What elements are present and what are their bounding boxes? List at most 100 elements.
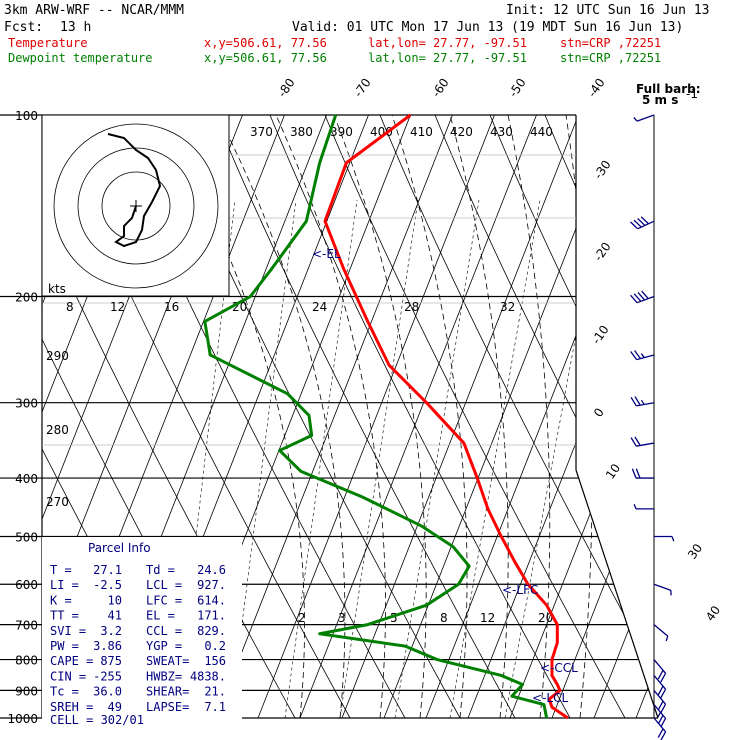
mixing-ratio-lower-label: 3 (338, 611, 346, 625)
wind-barb (636, 295, 655, 304)
theta-e-label: 440 (530, 125, 553, 139)
wind-barb-flag (657, 711, 662, 717)
parcel-info-value: 3.2 (100, 624, 122, 638)
frame-diagonal (575, 469, 659, 719)
theta-e-label: 370 (250, 125, 273, 139)
legend-dewpoint-xy: x,y=506.61, 77.56 (204, 51, 327, 65)
moist-adiabat-line (565, 115, 593, 718)
parcel-info-value: YGP = (146, 639, 182, 653)
fcst-label: Fcst: (4, 20, 43, 35)
dewpoint-trace (203, 114, 549, 719)
wind-barb (653, 624, 669, 637)
legend-temperature-latlon: lat,lon= 27.77, -97.51 (368, 36, 527, 50)
mixing-ratio-label: 12 (110, 300, 125, 314)
parcel-info-value: TT = (50, 609, 79, 623)
parcel-info-value: Tc = (50, 685, 79, 699)
mixing-ratio-lower-label: 2 (298, 611, 306, 625)
mixing-ratio-lower-label: 12 (480, 611, 495, 625)
legend-dewpoint-stn: stn=CRP ,72251 (560, 51, 661, 65)
wind-barb-flag (640, 216, 649, 225)
parcel-info-value: PW = (50, 639, 79, 653)
wind-barb (636, 402, 655, 407)
isotherm-line (383, 115, 645, 718)
moist-adiabat-line (333, 115, 427, 718)
dry-adiabat-label: 290 (46, 349, 69, 363)
mixing-ratio-line (394, 199, 480, 718)
parcel-info-value: SREH = (50, 700, 93, 714)
isotherm-line (299, 115, 561, 718)
mixing-ratio-line (449, 199, 541, 718)
isotherm-line (425, 115, 658, 718)
wind-barb-flag (660, 703, 667, 714)
wind-barb-flag (657, 700, 664, 711)
parcel-info-value: 27.1 (93, 563, 122, 577)
mixing-ratio-label: 32 (500, 300, 515, 314)
parcel-info-value: 10 (108, 593, 122, 607)
wind-barb-flag (630, 294, 638, 304)
legend-temperature-stn: stn=CRP ,72251 (560, 36, 661, 50)
wind-barb-flag (631, 468, 637, 479)
mixing-ratio-label: 16 (164, 300, 179, 314)
parcel-info-value: 49 (108, 700, 122, 714)
wind-barb-flag (657, 685, 664, 696)
annotation-lfc: <-LFC (502, 583, 538, 597)
wind-barb-flag (640, 353, 645, 358)
wind-barb-flag (633, 116, 638, 122)
parcel-info-value: 156 (204, 654, 226, 668)
moist-adiabat-line (217, 115, 346, 718)
sounding-lines: <-EL <-LFC <-CCL <-LCL (203, 113, 578, 720)
parcel-info-value: LFC = (146, 593, 182, 607)
parcel-info-value: CIN = (50, 669, 86, 683)
pressure-tick-label: 400 (15, 472, 38, 486)
isotherm-right-label: -20 (591, 240, 614, 264)
mixing-ratio-lower-label: 8 (440, 611, 448, 625)
parcel-info-value: 171. (197, 609, 226, 623)
parcel-info-value: Td = (146, 563, 175, 577)
parcel-info-value: 829. (197, 624, 226, 638)
pressure-tick-label: 300 (15, 397, 38, 411)
parcel-info-value: SHEAR= (146, 685, 189, 699)
isotherm-line (257, 115, 519, 718)
dry-adiabat-line (710, 115, 740, 718)
parcel-info-value: CAPE = (50, 654, 93, 668)
parcel-info-value: SWEAT= (146, 654, 189, 668)
parcel-info-value: 614. (197, 593, 226, 607)
wind-barb-flag (637, 292, 646, 301)
isotherm-line (215, 115, 477, 718)
hodograph-ring (53, 123, 219, 289)
wind-barb (653, 704, 667, 719)
mixing-ratio-label: 8 (66, 300, 74, 314)
wind-barb-flag (634, 436, 641, 446)
legend-temperature-xy: x,y=506.61, 77.56 (204, 36, 327, 50)
annotation-ccl: <-CCL (540, 661, 578, 675)
dry-adiabat-line (544, 115, 658, 718)
dry-adiabat-line (269, 115, 571, 718)
parcel-info-cell: CELL = 302/01 (50, 713, 144, 727)
wind-barb-flag (665, 635, 669, 642)
moist-adiabat-line (391, 115, 468, 718)
dry-adiabat-label: 270 (46, 495, 69, 509)
isotherm-right-label: 0 (591, 405, 607, 419)
wind-barb-flag (657, 715, 664, 725)
legend-dewpoint-latlon: lat,lon= 27.77, -97.51 (368, 51, 527, 65)
parcel-info-title: Parcel Info (88, 541, 151, 555)
valid-time: Valid: 01 UTC Mon 17 Jun 13 (19 MDT Sun … (292, 20, 683, 35)
moist-adiabat-line (507, 115, 551, 718)
dry-adiabat-line (489, 115, 658, 718)
pressure-tick-label: 500 (15, 530, 38, 544)
parcel-box-bg (42, 537, 242, 727)
parcel-info-value: 4838. (190, 669, 226, 683)
theta-e-label: 400 (370, 125, 393, 139)
wind-barb (653, 675, 667, 690)
parcel-info-value: 21. (204, 685, 226, 699)
pressure-tick-label: 100 (15, 109, 38, 123)
wind-barb-flag (660, 673, 667, 683)
mixing-ratio-line (504, 199, 602, 718)
wind-barb (636, 114, 655, 122)
isotherm-right-label: -30 (591, 158, 614, 182)
dry-adiabat-line (324, 115, 626, 718)
parcel-info-value: SVI = (50, 624, 86, 638)
parcel-info-value: -255 (93, 669, 122, 683)
fcst-value: 13 h (60, 20, 91, 35)
